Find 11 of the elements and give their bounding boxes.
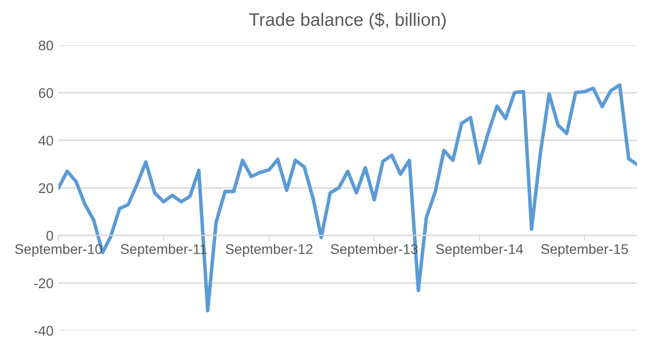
chart-title: Trade balance ($, billion) [249,12,446,30]
x-tick-label: September-14 [436,244,524,257]
y-tick-label: -20 [34,278,54,288]
y-tick-label: 40 [38,136,54,146]
y-tick-label: 20 [38,183,54,194]
x-tick-label: September-12 [226,244,312,257]
y-tick-label: 80 [38,40,54,50]
x-tick-label: September-15 [541,244,628,257]
y-tick-label: 60 [38,88,54,98]
y-tick-label: 0 [46,230,54,241]
y-tick-label: -40 [34,326,54,336]
